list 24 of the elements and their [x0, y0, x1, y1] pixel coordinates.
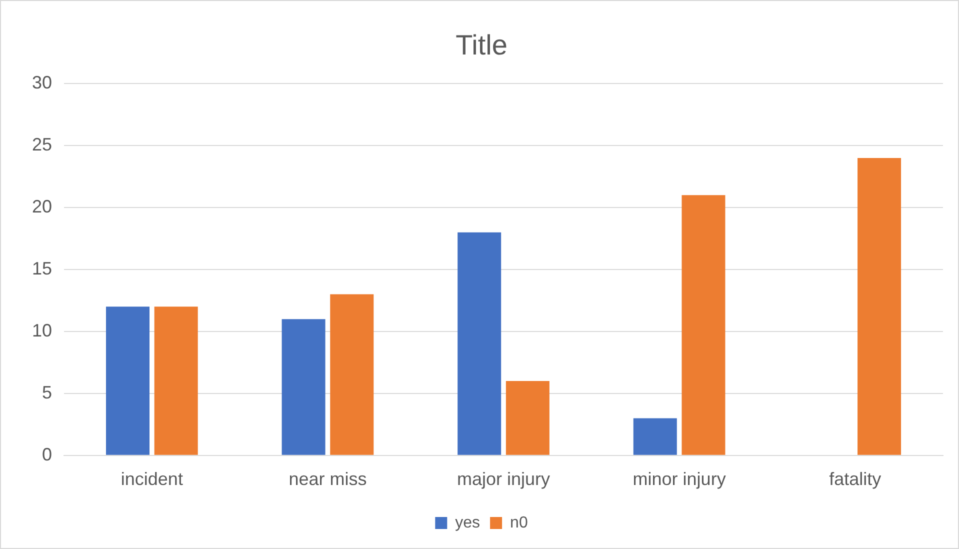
legend-label: n0 — [510, 514, 528, 532]
y-tick-label: 5 — [42, 382, 52, 402]
x-tick-label: fatality — [829, 469, 882, 490]
x-tick-label: minor injury — [632, 469, 726, 490]
y-tick-label: 25 — [32, 134, 52, 155]
y-tick-label: 0 — [42, 444, 52, 464]
x-tick-label: near miss — [288, 469, 367, 490]
x-tick-label: incident — [120, 469, 183, 490]
y-tick-label: 20 — [32, 196, 52, 216]
bar — [858, 158, 902, 455]
bar — [282, 319, 326, 455]
bar — [633, 418, 677, 455]
bar — [506, 381, 550, 455]
y-tick-label: 10 — [32, 320, 52, 340]
chart-title: Title — [456, 30, 508, 61]
y-tick-label: 15 — [32, 258, 52, 278]
x-tick-label: major injury — [456, 469, 550, 490]
legend-label: yes — [455, 514, 480, 532]
bar — [330, 294, 374, 455]
bar — [154, 306, 198, 455]
y-tick-label: 30 — [32, 72, 52, 93]
bar — [458, 232, 502, 455]
bar — [106, 306, 150, 455]
bar — [682, 195, 726, 455]
